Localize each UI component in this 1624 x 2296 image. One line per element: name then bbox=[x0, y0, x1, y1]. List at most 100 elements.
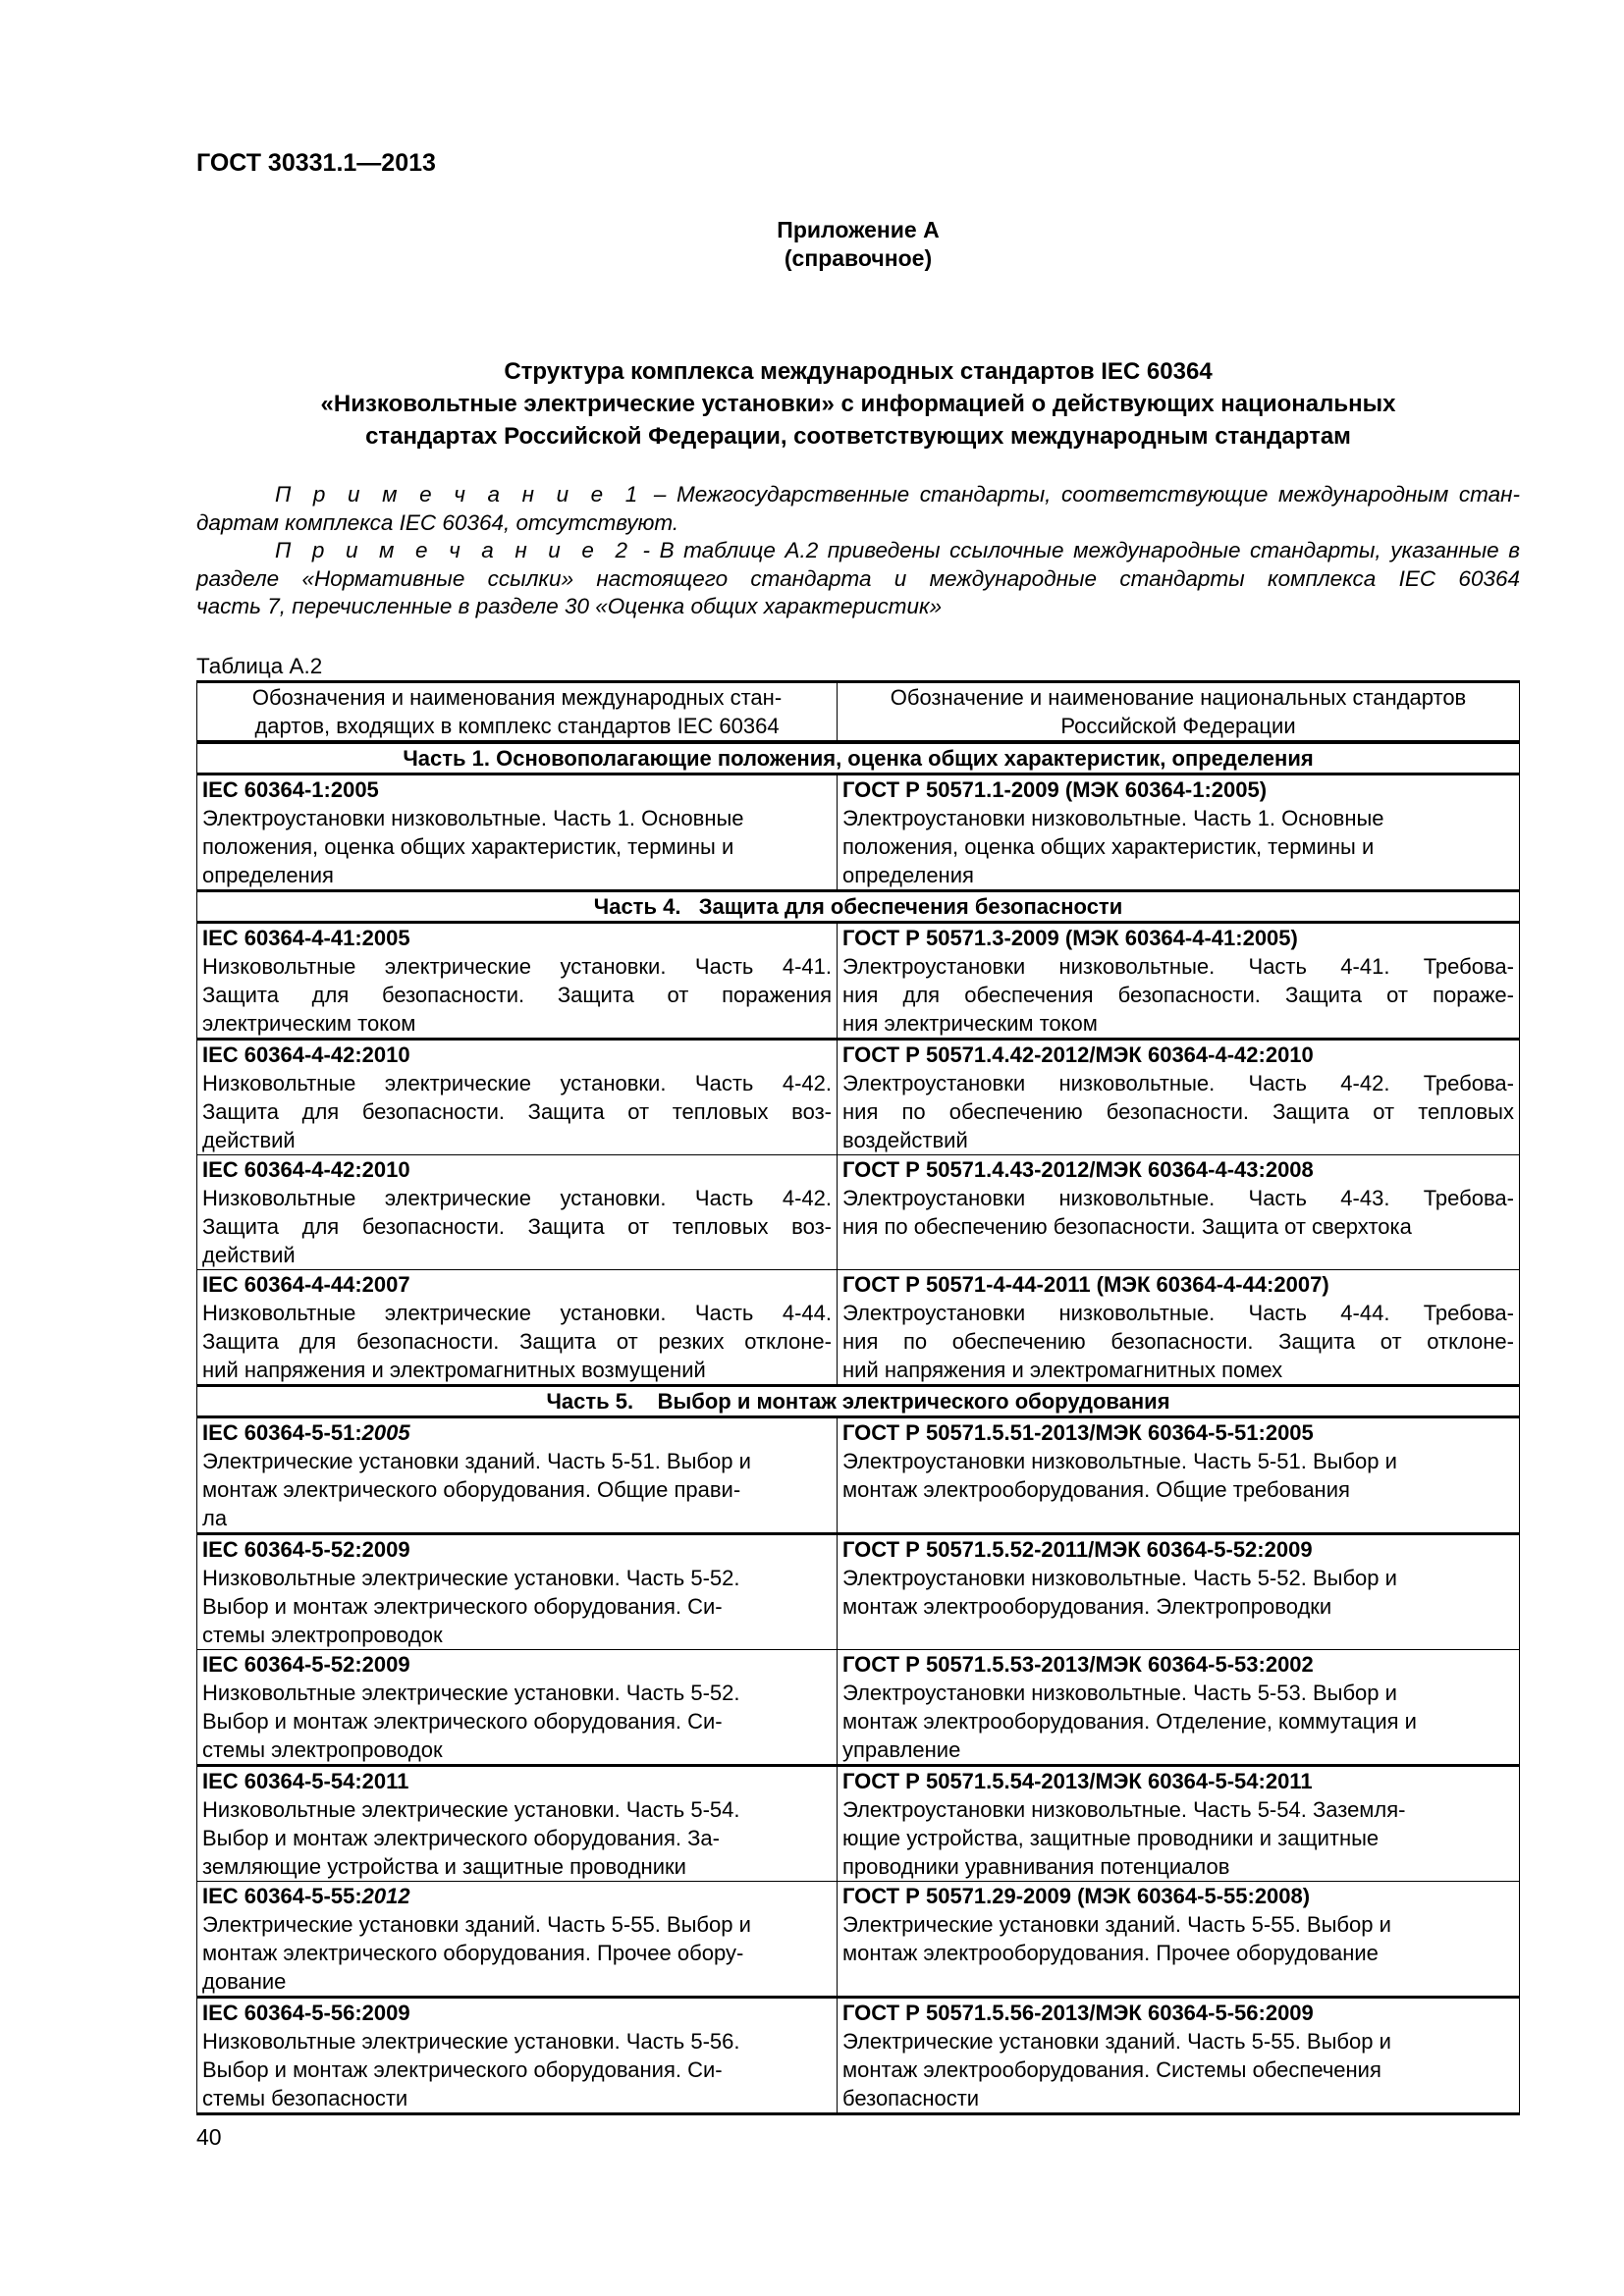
code-year: 2005 bbox=[361, 1420, 410, 1445]
national-standard-cell: ГОСТ Р 50571.5.51-2013/МЭК 60364-5-51:20… bbox=[837, 1416, 1520, 1534]
standard-title-line: Электроустановки низковольтные. Часть 1.… bbox=[842, 806, 1384, 830]
standard-code: ГОСТ Р 50571.5.53-2013/МЭК 60364-5-53:20… bbox=[842, 1650, 1514, 1679]
code-text: ГОСТ Р 50571.5.54-2013/МЭК 60364-5-54:20… bbox=[842, 1769, 1313, 1793]
standard-title-line: проводники уравнивания потенциалов bbox=[842, 1854, 1230, 1879]
note-line: дартам комплекса IEC 60364, отсутствуют. bbox=[196, 509, 1520, 538]
note-text: дартам комплекса IEC 60364, отсутствуют. bbox=[196, 509, 679, 535]
standard-code: IEC 60364-4-42:2010 bbox=[202, 1155, 832, 1184]
standard-code: IEC 60364-1:2005 bbox=[202, 775, 832, 804]
code-text: IEC 60364-5-52:2009 bbox=[202, 1537, 410, 1562]
standard-title-line: стемы электропроводок bbox=[202, 1623, 443, 1647]
national-standard-cell: ГОСТ Р 50571.4.43-2012/МЭК 60364-4-43:20… bbox=[837, 1154, 1520, 1270]
annex-label: Приложение А bbox=[777, 217, 940, 242]
standard-code: ГОСТ Р 50571.5.51-2013/МЭК 60364-5-51:20… bbox=[842, 1418, 1514, 1447]
document-id: ГОСТ 30331.1—2013 bbox=[196, 149, 436, 177]
standard-title-line: Низковольтные электрические установки. Ч… bbox=[202, 1566, 740, 1590]
table-row: IEC 60364-4-42:2010 Низковольтные электри… bbox=[196, 1154, 1520, 1270]
table-row: IEC 60364-5-52:2009 Низковольтные электри… bbox=[196, 1532, 1520, 1650]
standard-title-line: стемы электропроводок bbox=[202, 1737, 443, 1762]
page-number: 40 bbox=[196, 2124, 222, 2150]
standard-title-line: ния электрическим током bbox=[842, 1011, 1098, 1036]
table-section: Таблица А.2 Обозначения и наименования м… bbox=[196, 652, 1520, 2152]
standard-title-line: Низковольтные электрические установки. Ч… bbox=[202, 1301, 832, 1325]
standard-title-line: Низковольтные электрические установки. Ч… bbox=[202, 1797, 740, 1822]
note-text: часть 7, перечисленные в разделе 30 «Оце… bbox=[196, 594, 943, 618]
standard-title-line: управление bbox=[842, 1737, 961, 1762]
standard-title-line: безопасности bbox=[842, 2086, 980, 2110]
standard-title-line: Низковольтные электрические установки. Ч… bbox=[202, 1071, 832, 1095]
standard-title-line: монтаж электрооборудования. Прочее обору… bbox=[842, 1941, 1379, 1965]
standard-title-line: положения, оценка общих характеристик, т… bbox=[842, 834, 1375, 859]
code-text: IEC 60364-5-52:2009 bbox=[202, 1652, 410, 1677]
header-line: Обозначения и наименования международных… bbox=[251, 685, 783, 710]
national-standard-cell: ГОСТ Р 50571.5.56-2013/МЭК 60364-5-56:20… bbox=[837, 1996, 1520, 2115]
national-standard-cell: ГОСТ Р 50571.4.42-2012/МЭК 60364-4-42:20… bbox=[837, 1038, 1520, 1155]
code-text: ГОСТ Р 50571-4-44-2011 (МЭК 60364-4-44:2… bbox=[842, 1272, 1329, 1297]
standard-title-line: ний напряжения и электромагнитных помех bbox=[842, 1358, 1283, 1382]
standard-title-line: Низковольтные электрические установки. Ч… bbox=[202, 1186, 832, 1210]
notes: П р и м е ч а н и е 1 – Межгосударственн… bbox=[196, 481, 1520, 621]
standard-title-line: Выбор и монтаж электрического оборудован… bbox=[202, 1826, 720, 1850]
standard-title-line: ний напряжения и электромагнитных возмущ… bbox=[202, 1358, 706, 1382]
standard-title-line: Электроустановки низковольтные. Часть 5-… bbox=[842, 1566, 1397, 1590]
code-text: ГОСТ Р 50571.5.51-2013/МЭК 60364-5-51:20… bbox=[842, 1420, 1314, 1445]
code-year: 2012 bbox=[361, 1884, 410, 1908]
table-row: IEC 60364-1:2005 Электроустановки низково… bbox=[196, 774, 1520, 891]
standard-title-line: действий bbox=[202, 1128, 296, 1152]
standard-title-line: монтаж электрооборудования. Электропрово… bbox=[842, 1594, 1332, 1619]
national-standard-cell: ГОСТ Р 50571-4-44-2011 (МЭК 60364-4-44:2… bbox=[837, 1269, 1520, 1386]
standard-title-line: Выбор и монтаж электрического оборудован… bbox=[202, 1594, 723, 1619]
section-title: Часть 5. Выбор и монтаж электрического о… bbox=[196, 1384, 1520, 1418]
standard-code: ГОСТ Р 50571.29-2009 (МЭК 60364-5-55:200… bbox=[842, 1882, 1514, 1910]
title-line: стандартах Российской Федерации, соответ… bbox=[365, 423, 1351, 450]
annex-type: (справочное) bbox=[784, 245, 933, 271]
standard-title-line: Электроустановки низковольтные. Часть 4-… bbox=[842, 1186, 1514, 1210]
title-line: Структура комплекса международных станда… bbox=[504, 358, 1213, 385]
standard-code: ГОСТ Р 50571.4.42-2012/МЭК 60364-4-42:20… bbox=[842, 1041, 1514, 1069]
note-line: разделе «Нормативные ссылки» настоящего … bbox=[196, 565, 1520, 594]
code-text: ГОСТ Р 50571.1-2009 (МЭК 60364-1:2005) bbox=[842, 777, 1268, 802]
standard-code: IEC 60364-5-54:2011 bbox=[202, 1767, 832, 1795]
international-standard-cell: IEC 60364-5-52:2009 Низковольтные электри… bbox=[196, 1532, 838, 1650]
standard-code: ГОСТ Р 50571.3-2009 (МЭК 60364-4-41:2005… bbox=[842, 924, 1514, 952]
standard-title-line: Электроустановки низковольтные. Часть 5-… bbox=[842, 1681, 1397, 1705]
standard-title-line: воздействий bbox=[842, 1128, 968, 1152]
national-standard-cell: ГОСТ Р 50571.3-2009 (МЭК 60364-4-41:2005… bbox=[837, 922, 1520, 1040]
table-row: IEC 60364-5-56:2009 Низковольтные электри… bbox=[196, 1996, 1520, 2115]
code-text: IEC 60364-4-41:2005 bbox=[202, 926, 410, 950]
standard-code: IEC 60364-5-52:2009 bbox=[202, 1535, 832, 1564]
international-standard-cell: IEC 60364-5-56:2009 Низковольтные электри… bbox=[196, 1996, 838, 2115]
standard-title-line: ния по обеспечению безопасности. Защита … bbox=[842, 1329, 1514, 1354]
standard-code: IEC 60364-4-44:2007 bbox=[202, 1270, 832, 1299]
section-row: Часть 1. Основополагающие положения, оце… bbox=[196, 740, 1520, 775]
standard-code: IEC 60364-5-55:2012 bbox=[202, 1882, 832, 1910]
standard-title-line: Низковольтные электрические установки. Ч… bbox=[202, 2029, 740, 2054]
standard-title-line: Электроустановки низковольтные. Часть 1.… bbox=[202, 806, 744, 830]
note-line: П р и м е ч а н и е 1 – Межгосударственн… bbox=[196, 481, 1520, 509]
table-row: IEC 60364-5-54:2011 Низковольтные электри… bbox=[196, 1764, 1520, 1882]
note-prefix: П р и м е ч а н и е 1 bbox=[275, 482, 644, 507]
standard-code: IEC 60364-5-51:2005 bbox=[202, 1418, 832, 1447]
standard-title-line: Электроустановки низковольтные. Часть 4-… bbox=[842, 954, 1514, 979]
standard-code: ГОСТ Р 50571.5.56-2013/МЭК 60364-5-56:20… bbox=[842, 1999, 1514, 2027]
standard-code: IEC 60364-5-52:2009 bbox=[202, 1650, 832, 1679]
standard-title-line: ла bbox=[202, 1506, 228, 1530]
standard-title-line: ния для обеспечения безопасности. Защита… bbox=[842, 983, 1514, 1007]
standard-title-line: монтаж электрооборудования. Системы обес… bbox=[842, 2057, 1381, 2082]
national-standard-cell: ГОСТ Р 50571.1-2009 (МЭК 60364-1:2005) Эл… bbox=[837, 774, 1520, 891]
code-text: ГОСТ Р 50571.5.56-2013/МЭК 60364-5-56:20… bbox=[842, 2001, 1314, 2025]
standard-title-line: ния по обеспечению безопасности. Защита … bbox=[842, 1099, 1514, 1124]
header-line: дартов, входящих в комплекс стандартов I… bbox=[254, 714, 780, 738]
standard-code: ГОСТ Р 50571.5.54-2013/МЭК 60364-5-54:20… bbox=[842, 1767, 1514, 1795]
standard-code: ГОСТ Р 50571-4-44-2011 (МЭК 60364-4-44:2… bbox=[842, 1270, 1514, 1299]
section-title: Часть 4. Защита для обеспечения безопасн… bbox=[196, 889, 1520, 924]
standard-title-line: Электрические установки зданий. Часть 5-… bbox=[842, 2029, 1391, 2054]
standard-title-line: Низковольтные электрические установки. Ч… bbox=[202, 1681, 740, 1705]
standard-title-line: Электроустановки низковольтные. Часть 5-… bbox=[842, 1797, 1406, 1822]
standard-title-line: Выбор и монтаж электрического оборудован… bbox=[202, 1709, 723, 1734]
standard-title-line: Электроустановки низковольтные. Часть 5-… bbox=[842, 1449, 1397, 1473]
national-standard-cell: ГОСТ Р 50571.5.54-2013/МЭК 60364-5-54:20… bbox=[837, 1764, 1520, 1882]
standard-title-line: Защита для безопасности. Защита от тепло… bbox=[202, 1214, 832, 1239]
table-row: IEC 60364-4-42:2010 Низковольтные электри… bbox=[196, 1038, 1520, 1155]
standard-code: ГОСТ Р 50571.1-2009 (МЭК 60364-1:2005) bbox=[842, 775, 1514, 804]
